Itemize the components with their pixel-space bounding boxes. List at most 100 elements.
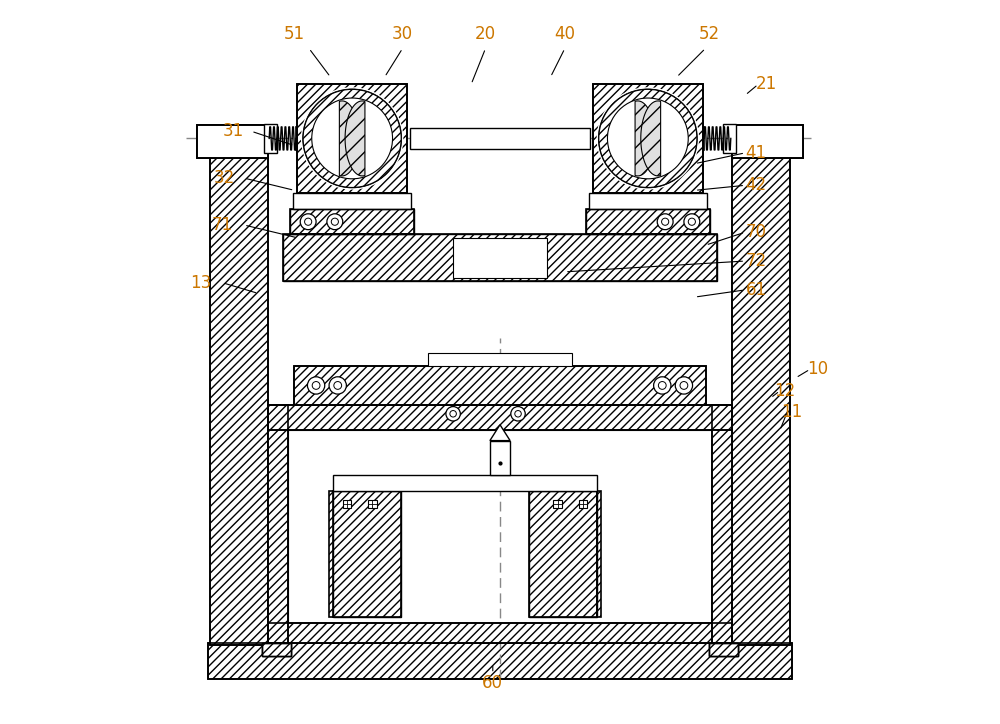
Bar: [490, 441, 510, 475]
Circle shape: [658, 382, 666, 390]
Bar: [579, 500, 587, 508]
Bar: [586, 209, 710, 235]
Text: 12: 12: [774, 382, 796, 400]
Bar: [712, 405, 732, 644]
Bar: [593, 83, 703, 193]
Bar: [268, 405, 288, 644]
Text: 31: 31: [223, 122, 244, 140]
Bar: [290, 209, 414, 235]
Bar: [268, 405, 732, 429]
Circle shape: [680, 382, 688, 390]
Bar: [268, 405, 732, 429]
Bar: [589, 193, 707, 209]
Bar: [197, 125, 268, 158]
Circle shape: [597, 87, 699, 190]
Circle shape: [331, 218, 338, 225]
Wedge shape: [599, 89, 697, 188]
Circle shape: [662, 218, 669, 225]
Bar: [410, 127, 590, 149]
Bar: [268, 623, 732, 644]
Circle shape: [312, 382, 320, 390]
Bar: [294, 366, 706, 405]
Circle shape: [329, 376, 346, 394]
Bar: [283, 235, 717, 281]
Circle shape: [511, 407, 525, 421]
Circle shape: [300, 214, 316, 230]
Text: 32: 32: [214, 169, 235, 187]
Bar: [529, 491, 597, 618]
Bar: [709, 644, 738, 656]
Bar: [529, 491, 597, 618]
Polygon shape: [345, 101, 365, 176]
Text: 72: 72: [745, 252, 767, 270]
Text: 20: 20: [475, 25, 496, 43]
Bar: [208, 644, 792, 679]
Bar: [333, 491, 401, 618]
Bar: [208, 644, 792, 679]
Text: 11: 11: [781, 403, 803, 421]
Bar: [453, 238, 547, 277]
Bar: [293, 193, 411, 209]
Text: 13: 13: [190, 274, 211, 292]
Text: 10: 10: [807, 361, 828, 378]
Bar: [586, 209, 710, 235]
Bar: [732, 125, 790, 644]
Bar: [368, 500, 377, 508]
Text: 60: 60: [482, 674, 503, 692]
Circle shape: [675, 376, 693, 394]
Bar: [732, 125, 803, 158]
Polygon shape: [641, 101, 661, 176]
Bar: [290, 209, 414, 235]
Circle shape: [307, 376, 325, 394]
Bar: [723, 124, 736, 153]
Bar: [297, 83, 407, 193]
Bar: [732, 125, 803, 158]
Bar: [553, 500, 562, 508]
Bar: [712, 405, 732, 644]
Bar: [428, 353, 572, 366]
Text: 42: 42: [745, 177, 767, 194]
Circle shape: [654, 376, 671, 394]
Circle shape: [688, 218, 695, 225]
Bar: [262, 644, 291, 656]
Bar: [329, 491, 333, 618]
Bar: [597, 491, 601, 618]
Circle shape: [515, 411, 521, 417]
Text: 21: 21: [756, 75, 777, 93]
Text: 41: 41: [745, 144, 767, 162]
Bar: [283, 235, 717, 281]
Polygon shape: [339, 101, 359, 176]
Text: 30: 30: [392, 25, 413, 43]
Circle shape: [301, 87, 403, 190]
Bar: [264, 124, 277, 153]
Circle shape: [657, 214, 673, 230]
Text: 61: 61: [745, 281, 767, 299]
Bar: [343, 500, 351, 508]
Bar: [333, 491, 401, 618]
Text: 40: 40: [554, 25, 575, 43]
Polygon shape: [490, 425, 510, 441]
Bar: [709, 644, 738, 656]
Circle shape: [305, 218, 312, 225]
Text: 51: 51: [284, 25, 305, 43]
Circle shape: [446, 407, 460, 421]
Bar: [333, 475, 597, 491]
Bar: [297, 83, 407, 193]
Bar: [732, 125, 790, 644]
Bar: [262, 644, 291, 656]
Circle shape: [327, 214, 343, 230]
Bar: [210, 125, 268, 644]
Circle shape: [334, 382, 342, 390]
Bar: [197, 125, 268, 158]
Circle shape: [450, 411, 456, 417]
Text: 52: 52: [699, 25, 720, 43]
Bar: [210, 125, 268, 644]
Bar: [593, 83, 703, 193]
Bar: [268, 623, 732, 644]
Bar: [294, 366, 706, 405]
Bar: [288, 429, 712, 623]
Bar: [732, 125, 803, 158]
Text: 71: 71: [212, 216, 233, 234]
Circle shape: [684, 214, 700, 230]
Bar: [709, 644, 738, 656]
